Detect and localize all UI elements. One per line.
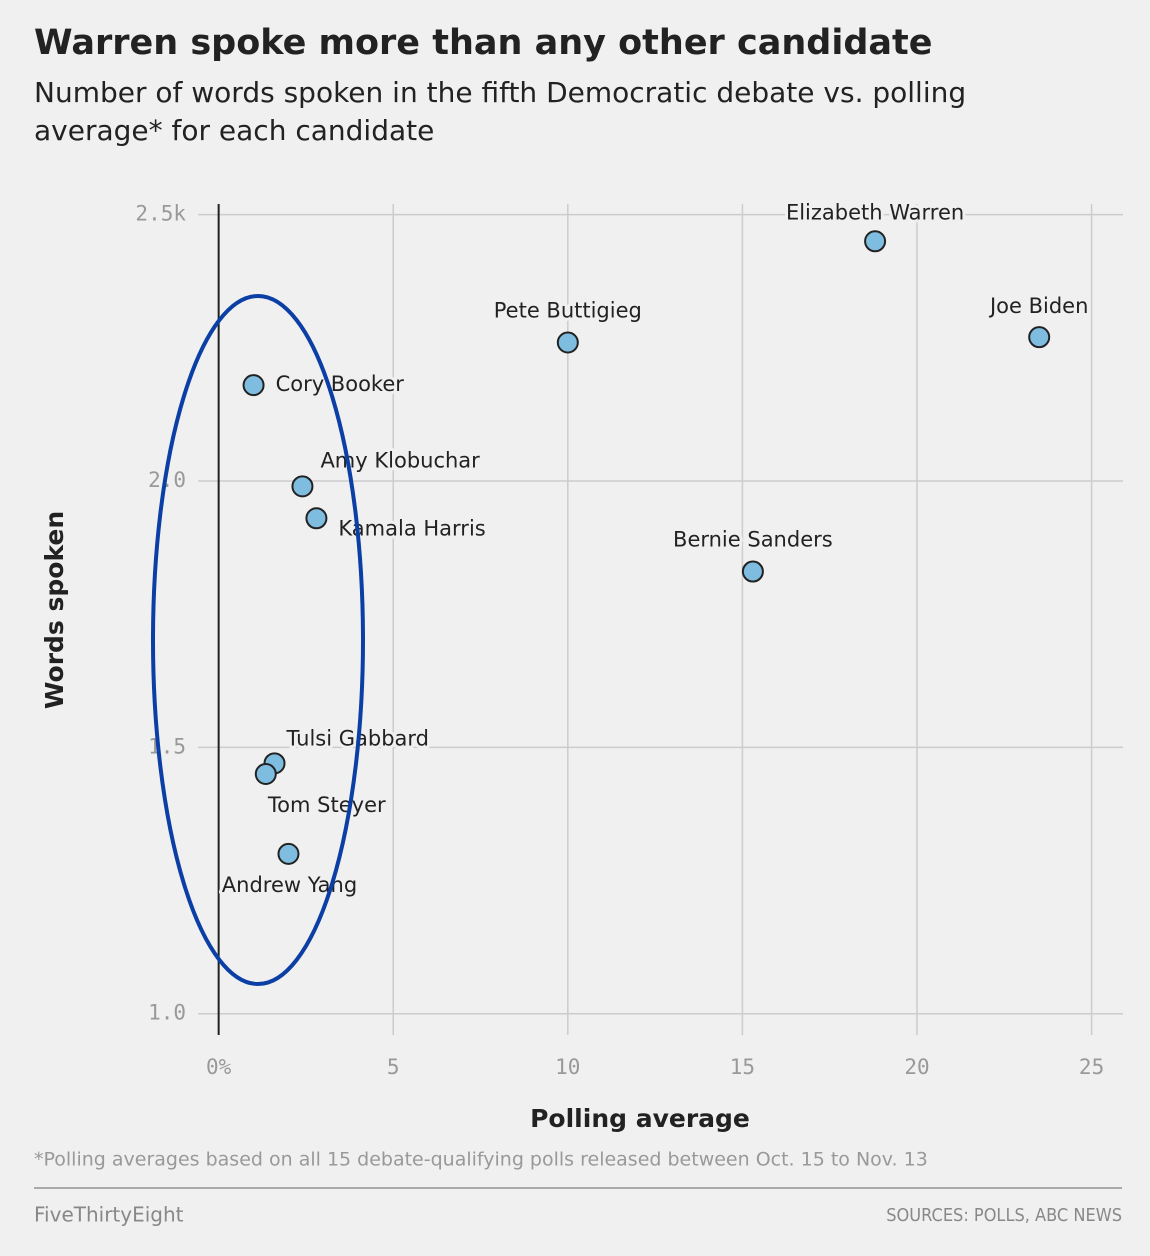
- point-label: Bernie Sanders: [673, 528, 833, 552]
- y-tick-label: 1.0: [148, 1001, 186, 1025]
- point-label: Elizabeth Warren: [786, 200, 964, 224]
- point: [277, 842, 300, 865]
- x-tick-label: 15: [730, 1055, 755, 1079]
- point-label: Joe Biden: [988, 294, 1088, 318]
- x-tick-label: 25: [1079, 1055, 1104, 1079]
- brand: FiveThirtyEight: [34, 1203, 184, 1227]
- point-label: Pete Buttigieg: [494, 299, 642, 323]
- highlight-ellipse: [151, 294, 365, 986]
- point-label: Tom Steyer: [267, 793, 386, 817]
- x-tick-label: 20: [904, 1055, 929, 1079]
- point: [741, 560, 764, 583]
- chart-subtitle: Number of words spoken in the fifth Demo…: [34, 76, 967, 147]
- point: [1028, 326, 1051, 349]
- x-tick-label: 0%: [206, 1055, 232, 1079]
- point: [254, 762, 277, 785]
- y-axis-label: Words spoken: [40, 511, 69, 709]
- point: [291, 475, 314, 498]
- point-label: Andrew Yang: [222, 873, 357, 897]
- point: [556, 331, 579, 354]
- x-tick-label: 5: [387, 1055, 400, 1079]
- point: [864, 230, 887, 253]
- y-tick-label: 2.5k: [135, 202, 186, 226]
- x-tick-label: 10: [555, 1055, 580, 1079]
- point-label: Cory Booker: [276, 372, 405, 396]
- point-label: Kamala Harris: [338, 516, 485, 540]
- source: SOURCES: POLLS, ABC NEWS: [886, 1205, 1122, 1226]
- point: [242, 374, 265, 397]
- subtitle-box: Number of words spoken in the fifth Demo…: [34, 76, 967, 147]
- y-tick-label: 1.5: [148, 734, 186, 758]
- chart-title: Warren spoke more than any other candida…: [34, 23, 932, 63]
- point: [305, 507, 328, 530]
- x-axis-label: Polling average: [530, 1104, 750, 1133]
- footnote: *Polling averages based on all 15 debate…: [34, 1149, 928, 1171]
